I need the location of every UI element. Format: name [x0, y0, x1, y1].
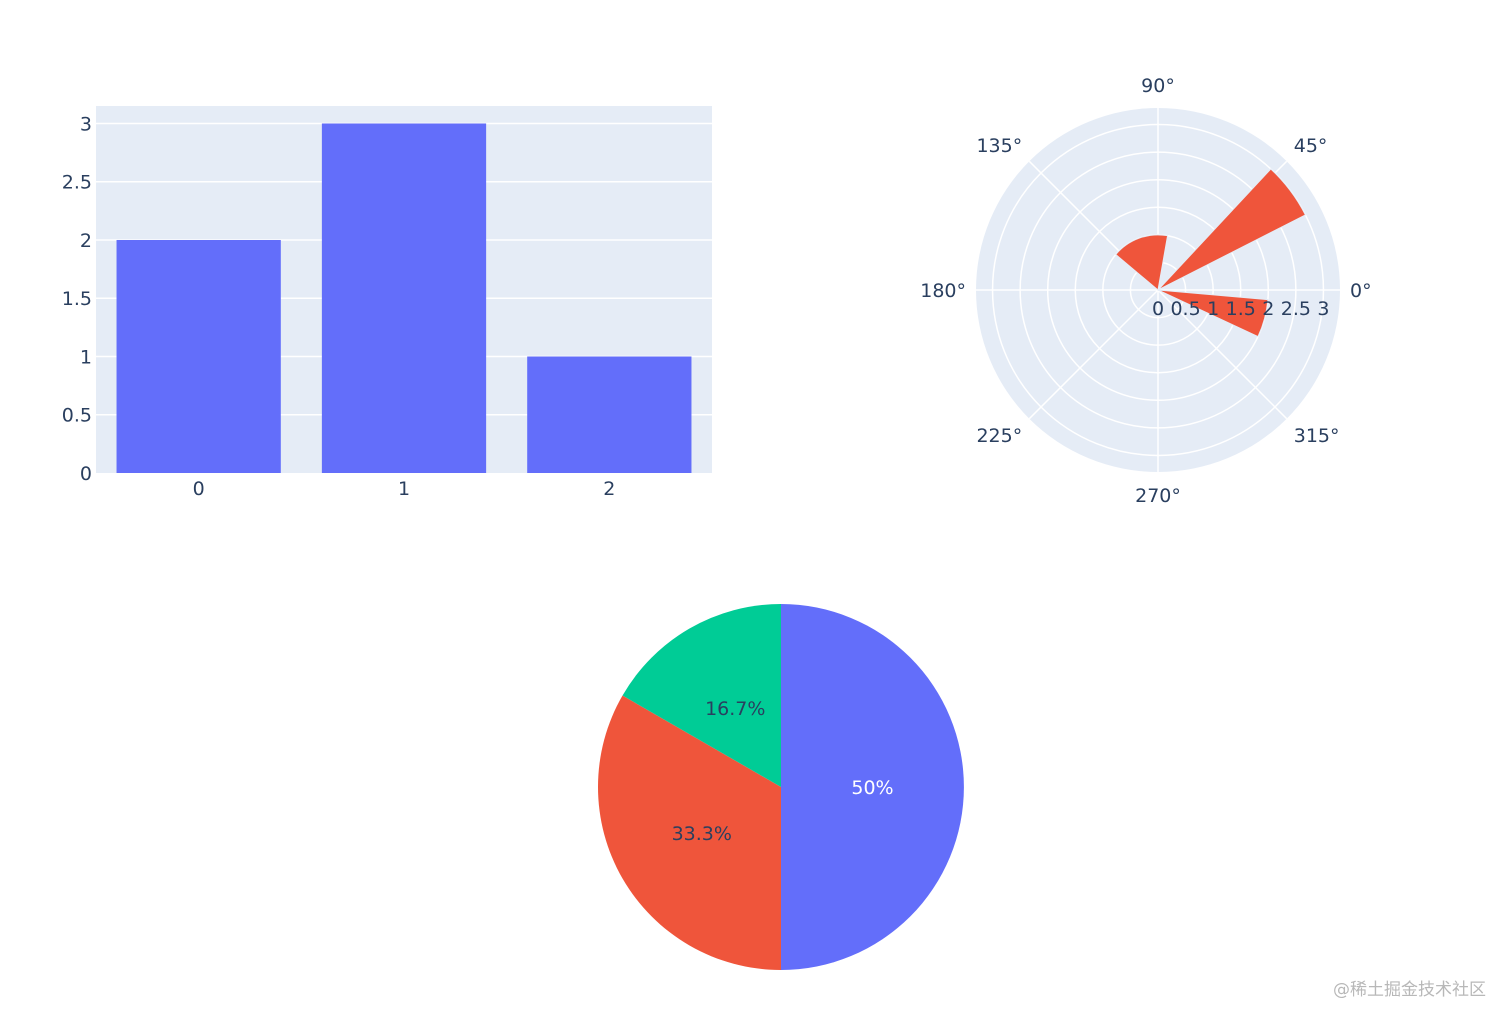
polar-angular-tick-label: 225° — [976, 425, 1022, 447]
polar-angular-tick-label: 135° — [976, 135, 1022, 157]
pie-slice — [781, 604, 964, 970]
pie-slice-label: 50% — [851, 777, 893, 799]
polar-radial-tick-label: 1 — [1207, 298, 1219, 320]
polar-angular-tick-label: 0° — [1350, 280, 1372, 302]
pie-slice-label: 16.7% — [705, 698, 765, 720]
polar-angular-gridline — [1028, 289, 1159, 420]
bar-y-tick-label: 0.5 — [62, 405, 92, 427]
bar-x-tick-label: 2 — [603, 478, 615, 500]
bar-mark — [321, 123, 487, 473]
polar-bar-mark — [1157, 168, 1307, 291]
polar-angular-tick-label: 315° — [1294, 425, 1340, 447]
bar-y-tick-labels: 0 0.5 1 1.5 2 2.5 3 — [62, 113, 92, 485]
polar-radial-tick-label: 2 — [1262, 298, 1274, 320]
bar-mark — [116, 239, 281, 473]
polar-radial-tick-label: 0 — [1152, 298, 1164, 320]
pie-slice — [598, 695, 781, 970]
pie-slice-label: 33.3% — [672, 823, 732, 845]
pie-slice-labels: 50% 33.3% 16.7% — [672, 698, 894, 845]
polar-angular-tick-label: 45° — [1294, 135, 1328, 157]
polar-angular-tick-label: 90° — [1141, 75, 1175, 97]
polar-radial-tick-label: 1.5 — [1226, 298, 1256, 320]
polar-bar-mark — [1157, 289, 1269, 338]
pie-chart: 50% 33.3% 16.7% — [598, 604, 964, 970]
pie-slice — [622, 604, 781, 787]
bar-y-tick-label: 0 — [80, 463, 92, 485]
bar-x-tick-label: 0 — [193, 478, 205, 500]
polar-angular-gridline — [1157, 289, 1288, 420]
pie-slices — [598, 604, 964, 970]
bar-y-tick-label: 1.5 — [62, 288, 92, 310]
polar-radial-tick-labels: 0 0.5 1 1.5 2 2.5 3 — [1152, 298, 1330, 320]
polar-angular-tick-label: 270° — [1135, 485, 1181, 507]
bar-marks — [116, 123, 692, 473]
polar-angular-tick-label: 180° — [920, 280, 966, 302]
polar-chart: 0 0.5 1 1.5 2 2.5 3 0° 45° 90° 135° 180° 225° 270° 31… — [920, 75, 1371, 507]
bar-mark — [527, 356, 692, 473]
polar-bar-mark — [1115, 234, 1169, 291]
bar-x-tick-label: 1 — [398, 478, 410, 500]
bar-y-tick-label: 2.5 — [62, 172, 92, 194]
polar-radial-tick-label: 3 — [1317, 298, 1329, 320]
polar-radial-tick-label: 0.5 — [1170, 298, 1200, 320]
bar-chart: 0 0.5 1 1.5 2 2.5 3 0 1 2 — [62, 106, 712, 500]
bar-y-tick-label: 1 — [80, 346, 92, 368]
polar-angular-tick-labels: 0° 45° 90° 135° 180° 225° 270° 315° — [920, 75, 1371, 507]
bar-y-tick-label: 3 — [80, 113, 92, 135]
polar-bar-marks — [1115, 168, 1307, 338]
bar-x-tick-labels: 0 1 2 — [193, 478, 616, 500]
polar-radial-tick-label: 2.5 — [1281, 298, 1311, 320]
bar-y-tick-label: 2 — [80, 230, 92, 252]
watermark-text: @稀土掘金技术社区 — [1333, 980, 1486, 1000]
